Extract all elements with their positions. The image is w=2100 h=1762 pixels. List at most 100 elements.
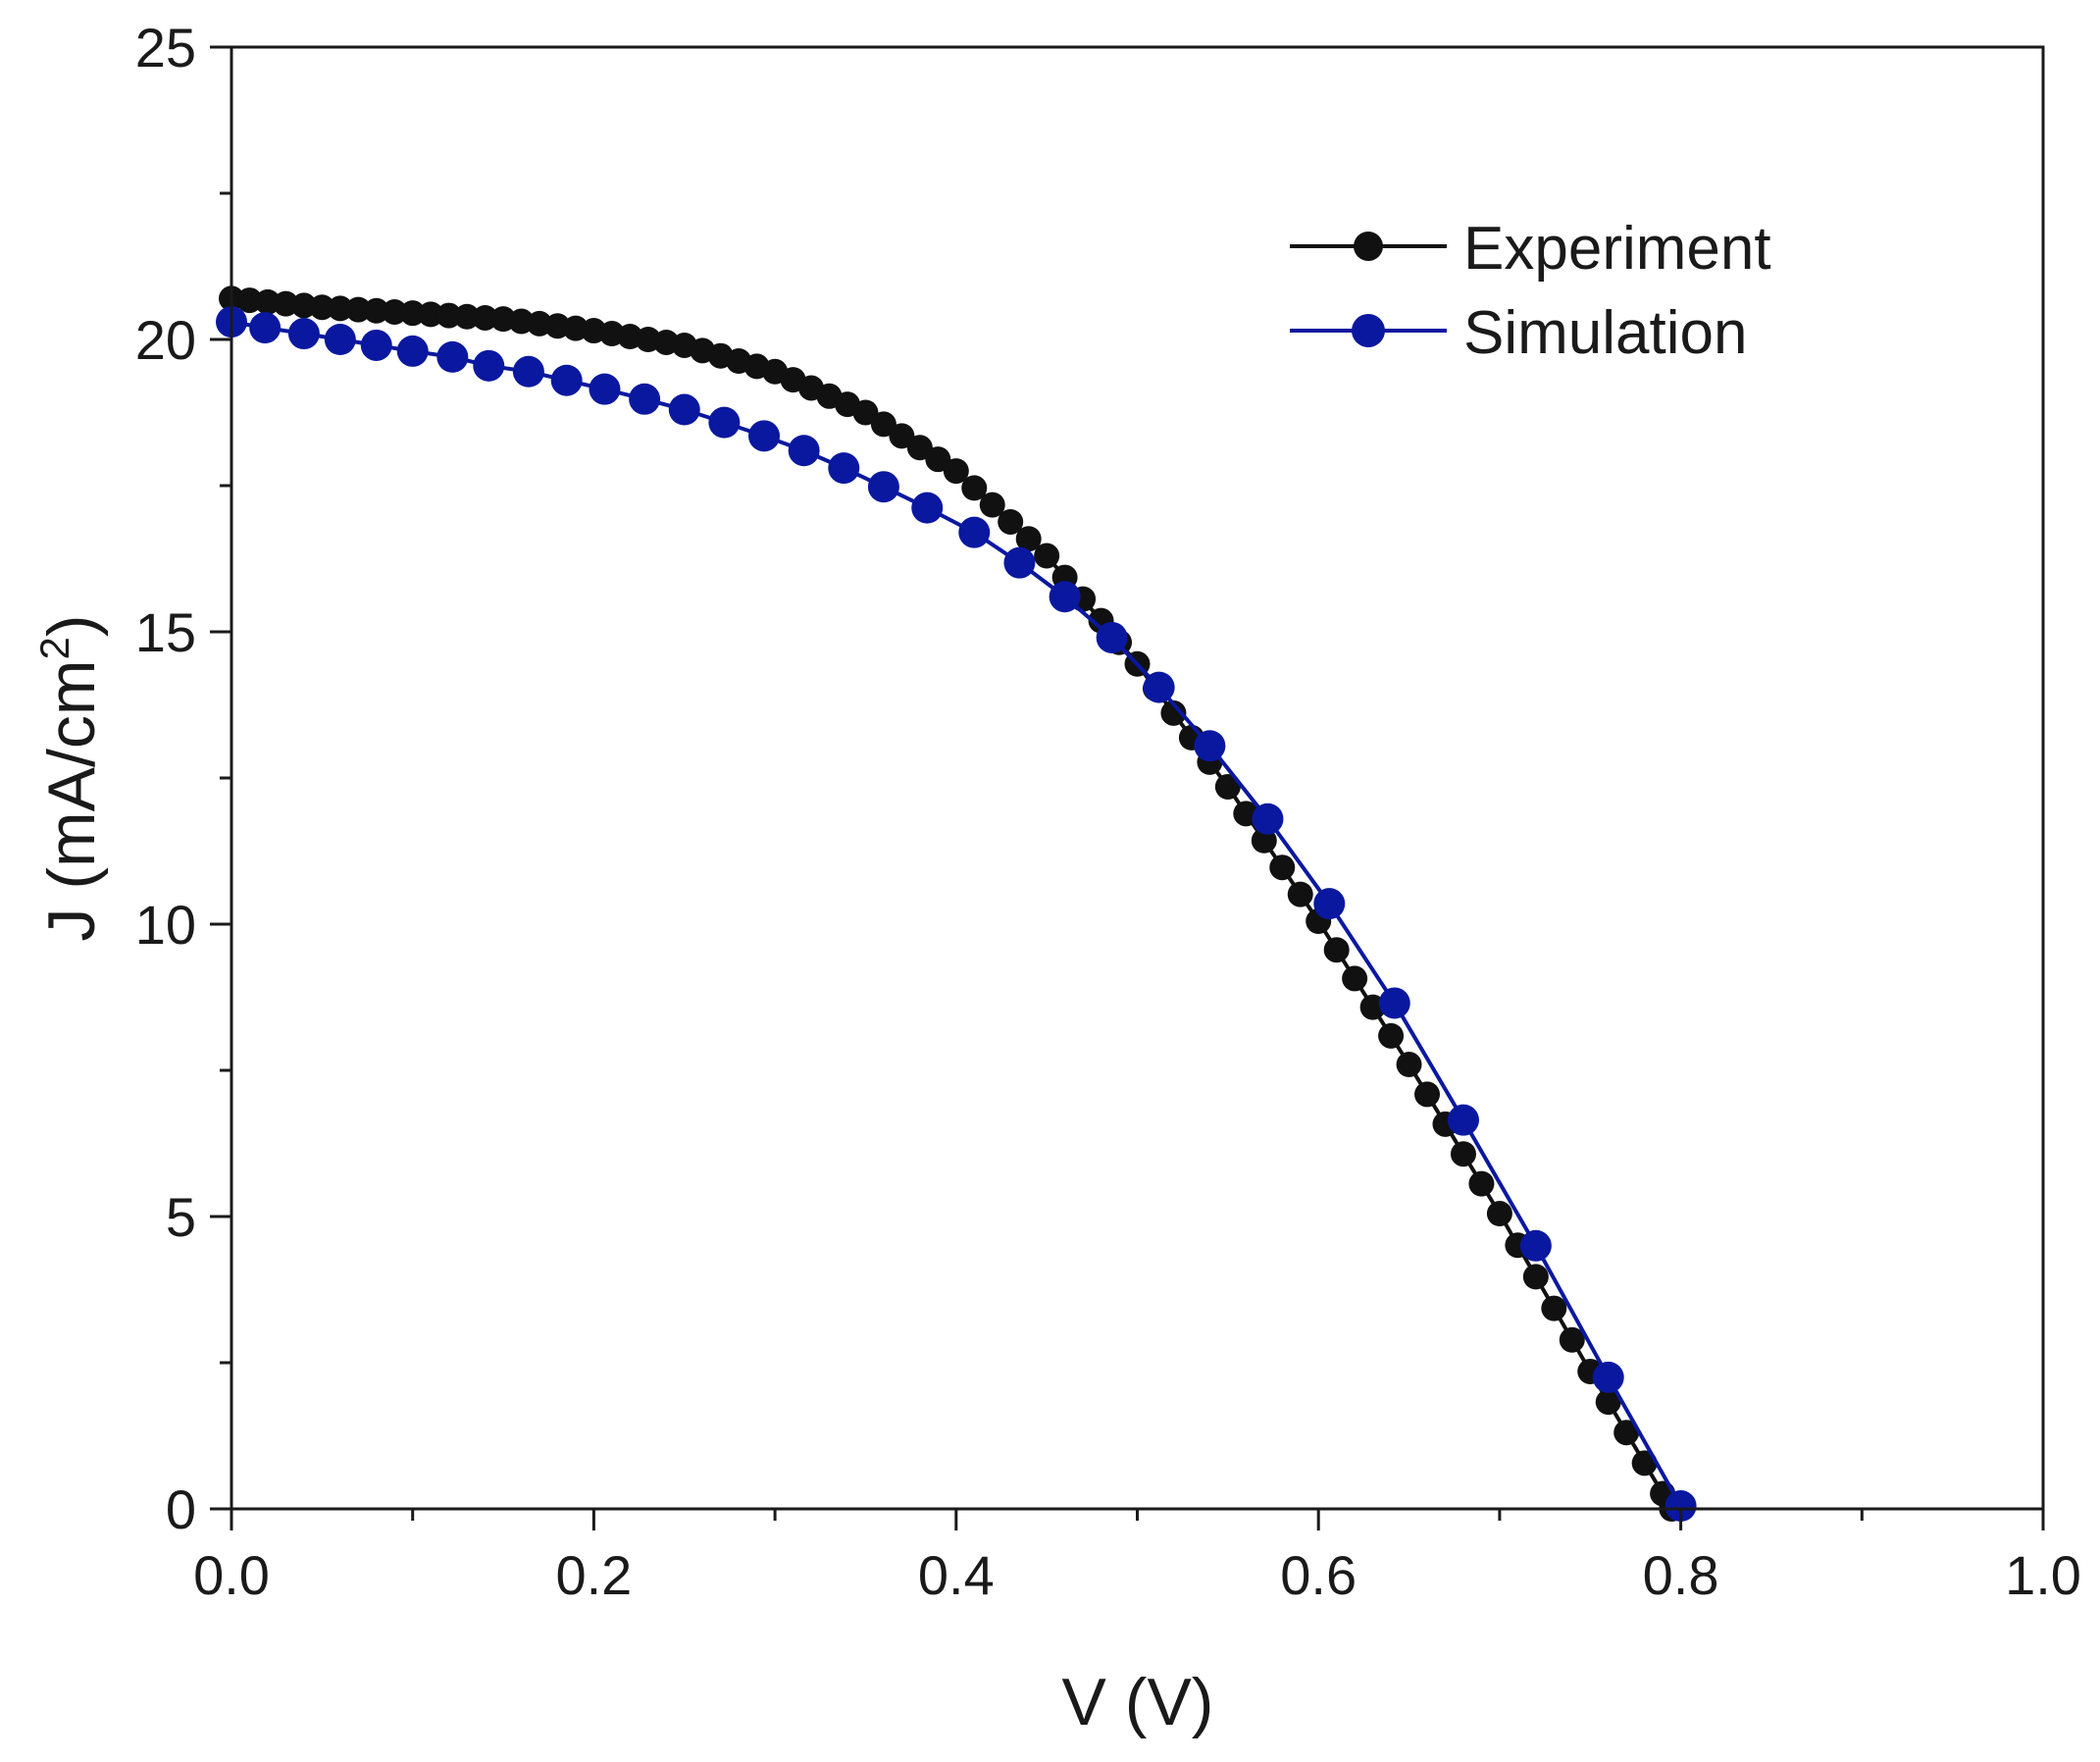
x-tick-label: 1.0 [2005, 1544, 2081, 1606]
simulation-point [1143, 671, 1175, 703]
y-axis-label-close: ) [34, 614, 109, 637]
simulation-point [287, 318, 320, 350]
experiment-point [1613, 1420, 1640, 1446]
simulation-point [748, 420, 781, 452]
experiment-point [1287, 881, 1313, 907]
y-axis: 0 5 10 15 20 25 [135, 17, 231, 1540]
simulation-point [324, 324, 356, 355]
y-axis-label-main: J (mA/cm [34, 659, 109, 941]
experiment-point [1214, 773, 1241, 800]
simulation-point [249, 312, 282, 344]
simulation-point [1519, 1229, 1552, 1262]
experiment-point [435, 302, 462, 329]
experiment-point [1468, 1170, 1495, 1197]
simulation-point [788, 435, 820, 467]
simulation-point [396, 335, 429, 367]
experiment-point [1595, 1389, 1621, 1416]
y-tick-label: 0 [166, 1478, 196, 1540]
experiment-point [1396, 1052, 1422, 1078]
simulation-point [550, 364, 583, 396]
simulation-point [1003, 546, 1036, 579]
x-axis: 0.0 0.2 0.4 0.6 0.8 1.0 [193, 1509, 2081, 1606]
simulation-point [473, 349, 505, 382]
experiment-point [1414, 1081, 1441, 1108]
simulation-line [230, 320, 1683, 1508]
y-tick-label: 10 [135, 894, 196, 956]
simulation-point [867, 471, 899, 503]
experiment-point [399, 300, 426, 327]
simulation-point [1378, 987, 1410, 1019]
legend-marker-experiment [1354, 232, 1383, 261]
legend-label-experiment: Experiment [1463, 215, 1771, 283]
y-tick-label: 25 [135, 17, 196, 78]
simulation-point [629, 383, 661, 415]
x-tick-label: 0.0 [193, 1544, 270, 1606]
y-axis-label: J (mA/cm2) [31, 614, 109, 941]
x-tick-label: 0.6 [1280, 1544, 1357, 1606]
x-axis-label: V (V) [1062, 1665, 1214, 1739]
experiment-point [327, 295, 353, 322]
experiment-point [870, 411, 896, 438]
experiment-point [906, 435, 933, 461]
experiment-point [998, 508, 1024, 535]
experiment-point [418, 301, 444, 328]
y-axis-label-superscript: 2 [31, 637, 77, 659]
legend: Experiment Simulation [1290, 215, 1771, 367]
experiment-point [889, 423, 915, 449]
simulation-point [1194, 730, 1226, 762]
legend-marker-simulation [1352, 314, 1385, 347]
simulation-point [360, 329, 392, 361]
simulation-point [436, 340, 469, 373]
experiment-point [852, 399, 879, 426]
y-tick-label: 15 [135, 601, 196, 663]
experiment-point [1378, 1022, 1405, 1049]
experiment-point [1269, 855, 1296, 881]
simulation-point [1049, 581, 1081, 613]
simulation-point [1252, 803, 1284, 835]
simulation-point [828, 452, 860, 485]
experiment-point [472, 304, 498, 331]
plot-frame [230, 45, 2045, 1511]
x-tick-label: 0.2 [555, 1544, 632, 1606]
experiment-point [382, 298, 408, 325]
simulation-point [1096, 621, 1128, 653]
legend-label-simulation: Simulation [1463, 299, 1747, 367]
experiment-point [1522, 1264, 1549, 1290]
simulation-point [1447, 1104, 1479, 1136]
simulation-point [1313, 888, 1346, 920]
simulation-point [911, 492, 944, 524]
experiment-point [363, 297, 389, 324]
simulation-point [512, 355, 544, 388]
simulation-point [668, 393, 700, 426]
experiment-point [1160, 700, 1187, 726]
experiment-point [345, 296, 372, 323]
simulation-point [1592, 1361, 1624, 1393]
legend-item-experiment: Experiment [1290, 215, 1771, 283]
experiment-point [1541, 1295, 1567, 1322]
x-tick-label: 0.4 [918, 1544, 995, 1606]
y-tick-label: 20 [135, 309, 196, 371]
x-tick-label: 0.8 [1643, 1544, 1719, 1606]
experiment-point [309, 294, 335, 321]
experiment-point [979, 492, 1005, 518]
experiment-point [1559, 1326, 1585, 1353]
simulation-point [589, 373, 621, 405]
simulation-point [958, 516, 991, 548]
experiment-point [943, 458, 969, 485]
experiment-point [925, 446, 951, 473]
legend-item-simulation: Simulation [1290, 299, 1747, 367]
simulation-point [708, 406, 741, 439]
simulation-point [1665, 1490, 1697, 1523]
y-tick-label: 5 [166, 1186, 196, 1248]
experiment-point [1323, 937, 1350, 963]
experiment-point [1342, 965, 1368, 992]
experiment-point [454, 303, 481, 330]
experiment-point [1486, 1201, 1512, 1227]
experiment-point [961, 475, 988, 501]
experiment-point [1450, 1141, 1476, 1167]
series-experiment [219, 285, 1685, 1522]
experiment-point [1034, 543, 1060, 569]
series-simulation [216, 306, 1697, 1523]
experiment-point [1015, 526, 1042, 552]
